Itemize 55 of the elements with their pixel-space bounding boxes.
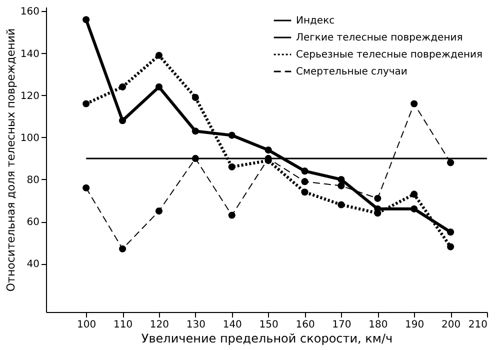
point: [82, 100, 90, 108]
point: [301, 178, 308, 186]
x-tick-label: 130: [186, 320, 206, 330]
y-axis-title: Относительная доля телесных повреждений: [4, 28, 18, 292]
point: [301, 188, 308, 196]
point: [192, 154, 199, 162]
point: [192, 128, 199, 135]
point: [155, 208, 163, 215]
point: [119, 83, 126, 90]
point: [82, 16, 90, 24]
point: [119, 117, 126, 124]
y-tick-label: 40: [26, 259, 40, 270]
x-tick-label: 170: [332, 320, 352, 330]
x-tick-label: 120: [150, 320, 170, 330]
x-tick-label: 190: [405, 320, 424, 330]
legend-label: Индекс: [296, 16, 335, 26]
point: [410, 190, 418, 198]
point: [374, 210, 382, 217]
point: [155, 52, 163, 59]
point: [82, 184, 90, 192]
point: [119, 245, 126, 252]
x-axis-title: Увеличение предельной скорости, км/ч: [141, 332, 393, 346]
x-tick-label: 100: [77, 320, 96, 330]
point: [338, 176, 345, 184]
point: [228, 132, 236, 139]
y-tick-label: 160: [20, 6, 40, 18]
point: [447, 243, 454, 250]
legend-label: Легкие телесные повреждения: [296, 32, 463, 44]
point: [228, 163, 236, 170]
x-tick-label: 150: [259, 320, 278, 330]
x-tick-label: 200: [442, 320, 461, 330]
point: [447, 159, 454, 166]
legend-label: Серьезные телесные повреждения: [296, 50, 483, 60]
point: [264, 146, 272, 154]
x-tick-label: 180: [368, 320, 388, 330]
x-tick-label: 140: [222, 320, 242, 330]
point: [155, 83, 163, 90]
point: [410, 205, 418, 212]
y-tick-label: 60: [26, 217, 40, 228]
legend-label: Смертельные случаи: [296, 66, 408, 78]
point: [374, 194, 382, 202]
point: [410, 100, 418, 108]
y-tick-label: 100: [20, 132, 40, 144]
y-tick-label: 140: [20, 48, 40, 60]
point: [301, 168, 308, 175]
x-tick-label: 160: [296, 320, 315, 330]
point: [338, 201, 345, 208]
point: [228, 212, 236, 219]
y-tick-label: 120: [20, 90, 40, 102]
y-tick-label: 80: [26, 174, 40, 186]
point: [338, 182, 345, 190]
x-tick-label: 110: [113, 320, 133, 330]
x-tick-label: 210: [468, 320, 488, 330]
point: [192, 94, 199, 101]
point: [447, 228, 454, 236]
